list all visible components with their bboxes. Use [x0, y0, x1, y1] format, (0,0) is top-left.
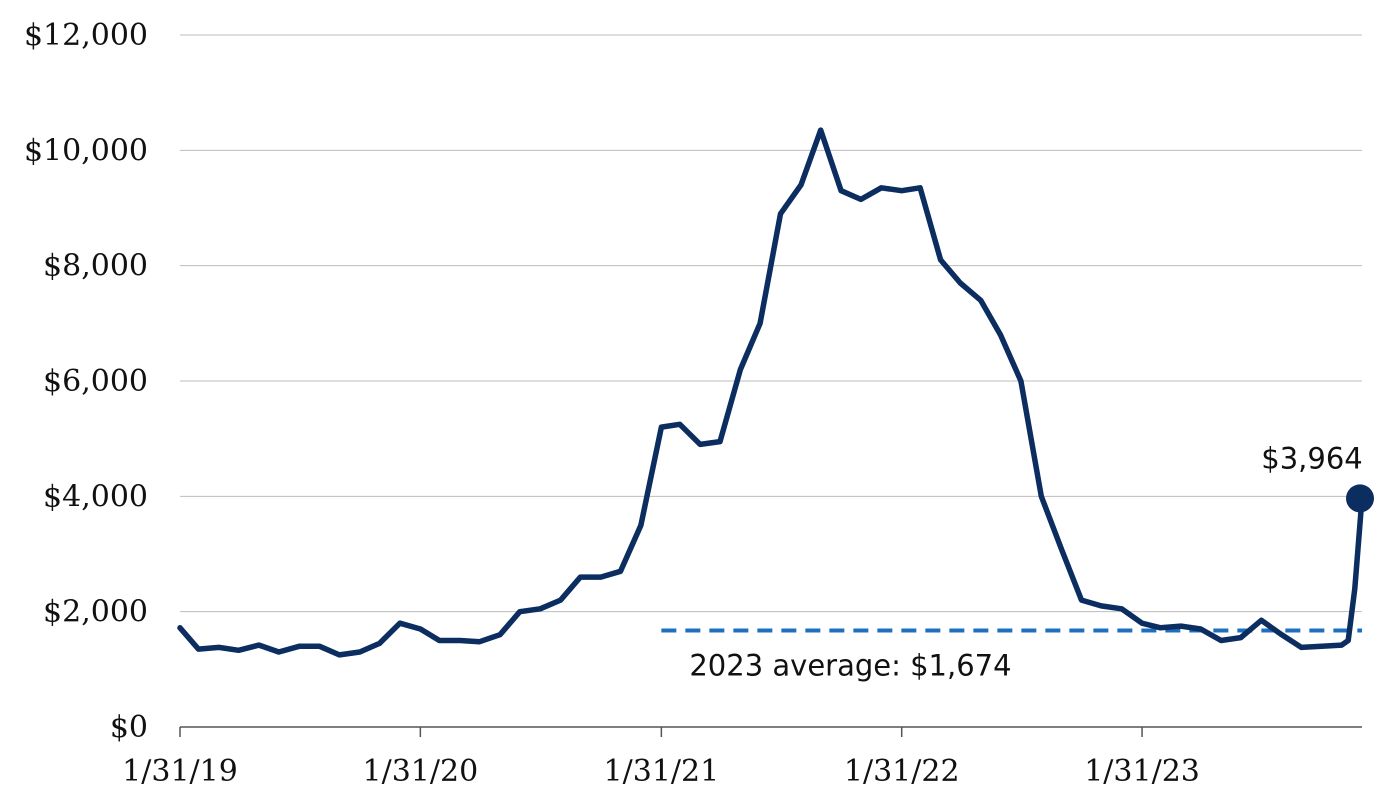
x-axis-ticks: 1/31/19 1/31/20 1/31/21 1/31/22 1/31/23: [122, 727, 1200, 789]
y-axis-tick-labels: $0 $2,000 $4,000 $6,000 $8,000 $10,000 $12,000: [24, 18, 148, 745]
x-tick-label: 1/31/23: [1084, 754, 1200, 789]
x-tick-label: 1/31/20: [363, 754, 479, 789]
x-tick-label: 1/31/22: [844, 754, 960, 789]
last-value-marker: [1346, 484, 1374, 513]
x-tick-label: 1/31/19: [122, 754, 238, 789]
y-tick-label: $2,000: [43, 595, 148, 630]
gridlines: [180, 34, 1362, 613]
last-value-label: $3,964: [1261, 441, 1362, 475]
x-tick-label: 1/31/21: [604, 754, 720, 789]
y-tick-label: $8,000: [43, 249, 148, 284]
average-line-label: 2023 average: $1,674: [689, 648, 1011, 682]
y-tick-label: $0: [110, 710, 148, 745]
y-tick-label: $4,000: [43, 479, 148, 514]
y-tick-label: $6,000: [43, 364, 148, 399]
series-line: [177, 127, 1365, 658]
y-tick-label: $12,000: [24, 18, 148, 53]
y-tick-label: $10,000: [24, 133, 148, 168]
